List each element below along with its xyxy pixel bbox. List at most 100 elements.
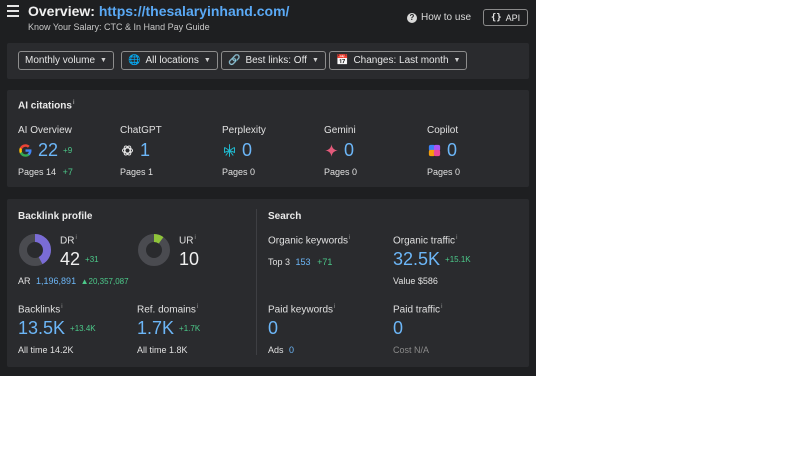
pages-delta: +7: [62, 167, 73, 177]
backlinks-metric: 13.5K +13.4K: [18, 318, 96, 339]
paid-keywords-value[interactable]: 0: [268, 318, 279, 338]
info-icon[interactable]: i: [75, 235, 77, 241]
organic-traffic-value[interactable]: 32.5K: [393, 249, 441, 269]
api-button[interactable]: {} API: [483, 9, 528, 26]
pages-label: Pages: [427, 167, 453, 177]
backlinks-all-time: All time 14.2K: [18, 345, 74, 355]
gemini-pages: Pages 0: [324, 167, 357, 177]
ai-citations-title-text: AI citations: [18, 100, 72, 112]
ar-value[interactable]: 1,196,891: [36, 276, 77, 286]
chatgpt-metric: 1: [120, 140, 150, 161]
ref-domains-value[interactable]: 1.7K: [137, 318, 175, 338]
organic-traffic-label: Organic traffici: [393, 235, 457, 246]
dr-delta: +31: [85, 255, 99, 264]
volume-dropdown[interactable]: Monthly volume ▼: [18, 51, 114, 70]
paid-keywords-label-text: Paid keywords: [268, 304, 334, 316]
paid-traffic-value[interactable]: 0: [393, 318, 404, 338]
organic-keywords-label: Organic keywordsi: [268, 235, 350, 246]
info-icon[interactable]: i: [194, 235, 196, 241]
all-time-value: 1.8K: [169, 345, 188, 355]
ar-delta-value: 20,357,087: [88, 277, 129, 286]
cost-label: Cost: [393, 345, 412, 355]
ads-row: Ads 0: [268, 345, 294, 355]
copilot-icon: [428, 144, 441, 157]
perplexity-icon: [224, 144, 235, 157]
ur-label-text: UR: [179, 235, 194, 247]
ar-label: AR: [18, 276, 31, 286]
copilot-pages: Pages 0: [427, 167, 460, 177]
copilot-label: Copilot: [427, 125, 459, 136]
perplexity-label: Perplexity: [222, 125, 266, 136]
perplexity-value[interactable]: 0: [242, 140, 253, 160]
info-icon[interactable]: i: [196, 304, 199, 310]
menu-icon[interactable]: [7, 5, 19, 17]
chevron-down-icon: ▼: [453, 57, 461, 64]
ai-overview-delta: +9: [63, 146, 73, 155]
pages-label: Pages: [120, 167, 146, 177]
page-title: Overview: https://thesalaryinhand.com/: [28, 3, 289, 19]
chatgpt-pages: Pages 1: [120, 167, 153, 177]
top3-value[interactable]: 153: [295, 257, 311, 267]
pages-value: 0: [455, 167, 461, 177]
top3-label: Top 3: [268, 257, 291, 267]
info-icon[interactable]: i: [456, 235, 458, 241]
gemini-value[interactable]: 0: [344, 140, 355, 160]
braces-icon: {}: [490, 12, 502, 23]
info-icon[interactable]: i: [72, 100, 75, 106]
info-icon[interactable]: i: [349, 235, 351, 241]
pages-value: 0: [250, 167, 256, 177]
ads-value[interactable]: 0: [289, 345, 295, 355]
api-label: API: [505, 12, 521, 23]
chevron-down-icon: ▼: [311, 57, 319, 64]
paid-keywords-metric: 0: [268, 318, 278, 339]
ref-domains-metric: 1.7K +1.7K: [137, 318, 200, 339]
ads-label: Ads: [268, 345, 284, 355]
dr-value: 42: [60, 249, 81, 269]
changes-dropdown[interactable]: 📅 Changes: Last month ▼: [329, 51, 468, 70]
chatgpt-label: ChatGPT: [120, 125, 162, 136]
cost-value: N/A: [414, 345, 430, 355]
ai-citations-panel: AI citationsi AI Overview 22 +9 Pages 14…: [7, 90, 529, 187]
best-links-dropdown-label: Best links: Off: [245, 55, 307, 66]
best-links-dropdown[interactable]: 🔗 Best links: Off ▼: [221, 51, 326, 70]
info-icon[interactable]: i: [334, 304, 336, 310]
ai-overview-value[interactable]: 22: [38, 140, 59, 160]
ref-domains-delta: +1.7K: [179, 324, 201, 333]
organic-traffic-value-row: Value $586: [393, 276, 438, 286]
perplexity-pages: Pages 0: [222, 167, 255, 177]
paid-traffic-label: Paid traffici: [393, 304, 442, 315]
ur-arc: [138, 234, 170, 266]
chatgpt-icon: [122, 145, 133, 156]
globe-icon: 🌐: [128, 55, 141, 66]
gemini-icon: [325, 144, 338, 157]
backlinks-label: Backlinksi: [18, 304, 63, 315]
copilot-value[interactable]: 0: [447, 140, 458, 160]
ref-domains-label: Ref. domainsi: [137, 304, 198, 315]
title-prefix: Overview:: [28, 3, 95, 19]
paid-traffic-metric: 0: [393, 318, 403, 339]
chatgpt-value[interactable]: 1: [140, 140, 151, 160]
organic-traffic-metric: 32.5K +15.1K: [393, 249, 471, 270]
chevron-down-icon: ▼: [100, 57, 107, 64]
info-icon[interactable]: i: [61, 304, 63, 310]
all-time-label: All time: [137, 345, 167, 355]
how-to-use-link[interactable]: ? How to use: [407, 12, 471, 23]
ur-value: 10: [179, 249, 200, 269]
info-icon[interactable]: i: [441, 304, 443, 310]
volume-dropdown-label: Monthly volume: [25, 55, 96, 66]
backlinks-value[interactable]: 13.5K: [18, 318, 66, 338]
how-to-use-label: How to use: [421, 12, 472, 23]
perplexity-metric: 0: [222, 140, 252, 161]
backlinks-label-text: Backlinks: [18, 304, 61, 316]
ai-overview-label: AI Overview: [18, 125, 72, 136]
question-icon: ?: [407, 12, 417, 23]
target-url-link[interactable]: https://thesalaryinhand.com/: [98, 3, 290, 19]
pages-label: Pages: [18, 167, 44, 177]
ar-delta: ▲20,357,087: [81, 277, 129, 286]
ai-overview-pages: Pages 14 +7: [18, 167, 73, 177]
page-subtitle: Know Your Salary: CTC & In Hand Pay Guid…: [28, 22, 210, 32]
ai-overview-metric: 22 +9: [18, 140, 72, 161]
calendar-icon: 📅: [336, 55, 349, 66]
all-time-label: All time: [18, 345, 48, 355]
locations-dropdown[interactable]: 🌐 All locations ▼: [121, 51, 218, 70]
